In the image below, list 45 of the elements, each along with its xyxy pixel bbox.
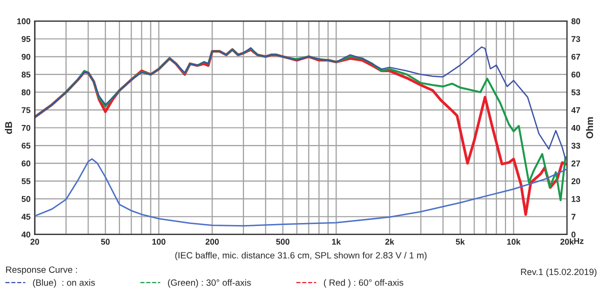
y-tick-label: 40 bbox=[21, 232, 30, 238]
legend-label: ( Red ) : 60° off-axis bbox=[324, 279, 404, 288]
y2-tick-label: 40 bbox=[571, 124, 580, 131]
y-tick-label: 70 bbox=[22, 124, 30, 131]
y2-tick-label: 27 bbox=[571, 160, 580, 166]
x-tick-label: 5k bbox=[456, 238, 465, 245]
y2-tick-label: 60 bbox=[571, 72, 580, 78]
legend-label: (Blue) : on axis bbox=[33, 279, 95, 288]
y2-tick-label: 80 bbox=[571, 18, 580, 24]
y-tick-label: 80 bbox=[22, 89, 30, 96]
y-tick-label: 95 bbox=[22, 36, 30, 42]
text: Rev.1 (15.02.2019) bbox=[521, 268, 596, 277]
y-tick-label: 55 bbox=[22, 178, 30, 184]
y2-tick-label: 7 bbox=[572, 214, 576, 220]
y-tick-label: 65 bbox=[22, 142, 30, 149]
x-tick-label: 2k bbox=[385, 238, 394, 245]
y-tick-label: 45 bbox=[21, 214, 30, 220]
y2-tick-label: 67 bbox=[571, 54, 580, 60]
x-tick-label: 500 bbox=[276, 238, 290, 245]
x-tick-label: 1k bbox=[332, 238, 341, 245]
x-axis-title: (IEC baffle, mic. distance 31.6 cm, SPL shown for 2.83 V / 1 m) bbox=[175, 252, 427, 260]
legend-label: (Green) : 30° off-axis bbox=[168, 279, 251, 288]
x-tick-label: 100 bbox=[152, 238, 166, 245]
y-tick-label: 100 bbox=[17, 18, 30, 24]
x-tick-label: 200 bbox=[206, 238, 219, 245]
y-tick-label: 50 bbox=[22, 196, 30, 202]
x-tick-label: 50 bbox=[101, 238, 110, 245]
y-tick-label: 85 bbox=[22, 72, 30, 78]
y2-tick-label: 20 bbox=[571, 178, 580, 184]
y2-tick-label: 33 bbox=[571, 142, 580, 149]
legend-title: Response Curve : bbox=[6, 266, 77, 275]
y2-tick-label: 47 bbox=[571, 107, 580, 113]
x-tick-label: 20 bbox=[30, 238, 40, 245]
y2-tick-label: 73 bbox=[572, 36, 580, 42]
y-tick-label: 60 bbox=[22, 160, 30, 166]
y2-tick-label: 13 bbox=[572, 196, 580, 202]
y2-axis-title: Ohm bbox=[586, 117, 594, 138]
y2-tick-label: 0 bbox=[571, 232, 576, 238]
x-tick-label: 10k bbox=[507, 238, 521, 245]
text: Hz bbox=[574, 238, 584, 244]
y-axis-title: dB bbox=[4, 122, 12, 134]
y-tick-label: 90 bbox=[22, 54, 30, 60]
x-tick-label: 20k bbox=[560, 238, 574, 245]
y-tick-label: 75 bbox=[22, 107, 30, 114]
y2-tick-label: 53 bbox=[571, 89, 580, 96]
